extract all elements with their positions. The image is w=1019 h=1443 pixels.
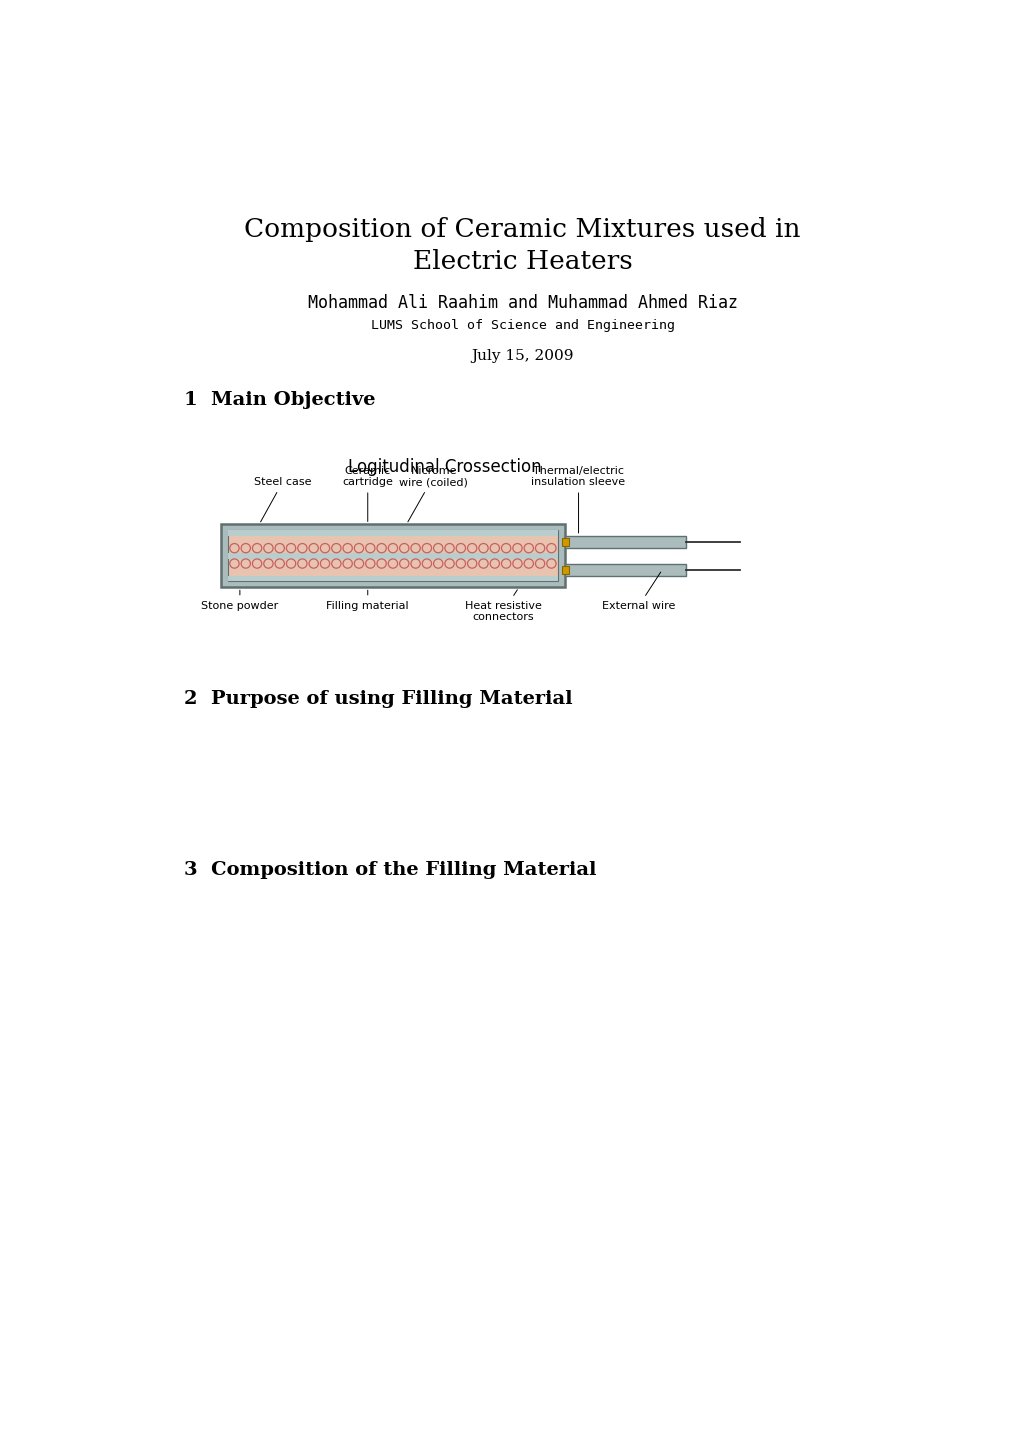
Text: Steel case: Steel case [254,478,311,522]
Bar [220,524,565,587]
Bar [565,535,685,548]
Text: Purpose of using Filling Material: Purpose of using Filling Material [211,690,573,709]
Text: Heat resistive
connectors: Heat resistive connectors [465,590,541,622]
Text: Composition of the Filling Material: Composition of the Filling Material [211,861,596,879]
Bar [228,531,557,535]
Text: Logitudinal Crossection: Logitudinal Crossection [348,457,541,476]
Text: Mohammad Ali Raahim and Muhammad Ahmed Riaz: Mohammad Ali Raahim and Muhammad Ahmed R… [308,293,737,312]
Text: LUMS School of Science and Engineering: LUMS School of Science and Engineering [370,319,675,332]
Text: Stone powder: Stone powder [201,590,278,610]
Bar [228,553,557,558]
Bar [560,538,569,545]
Text: 1: 1 [183,391,197,410]
Text: External wire: External wire [602,571,675,610]
Text: Electric Heaters: Electric Heaters [413,250,632,274]
Bar [560,566,569,573]
Text: Nicrome
wire (coiled): Nicrome wire (coiled) [398,466,468,522]
Bar [228,531,557,582]
Text: Main Objective: Main Objective [211,391,375,410]
Text: Ceramic
cartridge: Ceramic cartridge [342,466,392,521]
Text: 3: 3 [183,861,197,879]
Bar [228,576,557,582]
Bar [565,564,685,576]
Text: July 15, 2009: July 15, 2009 [471,349,574,364]
Text: Composition of Ceramic Mixtures used in: Composition of Ceramic Mixtures used in [245,216,800,242]
Text: 2: 2 [183,690,197,709]
Text: Thermal/electric
insulation sleeve: Thermal/electric insulation sleeve [531,466,625,532]
Text: Filling material: Filling material [326,590,409,610]
